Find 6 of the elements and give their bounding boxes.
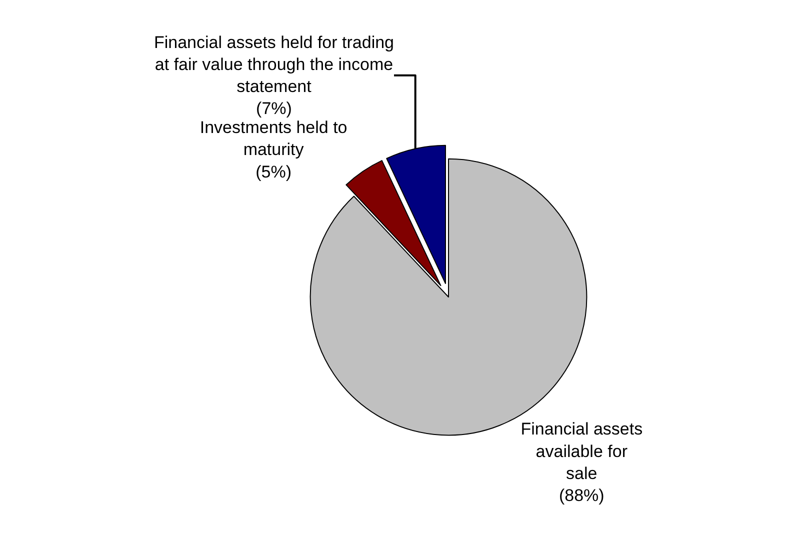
slice-label: Financial assets available for sale <box>520 420 643 483</box>
data-label: (88%) <box>558 486 604 505</box>
slice-label: Investments held to maturity <box>200 118 348 160</box>
slice-label: Financial assets held for trading at fair value through the income statement <box>154 32 394 96</box>
data-label: (7%) <box>256 99 292 118</box>
data-label: (5%) <box>256 162 292 182</box>
